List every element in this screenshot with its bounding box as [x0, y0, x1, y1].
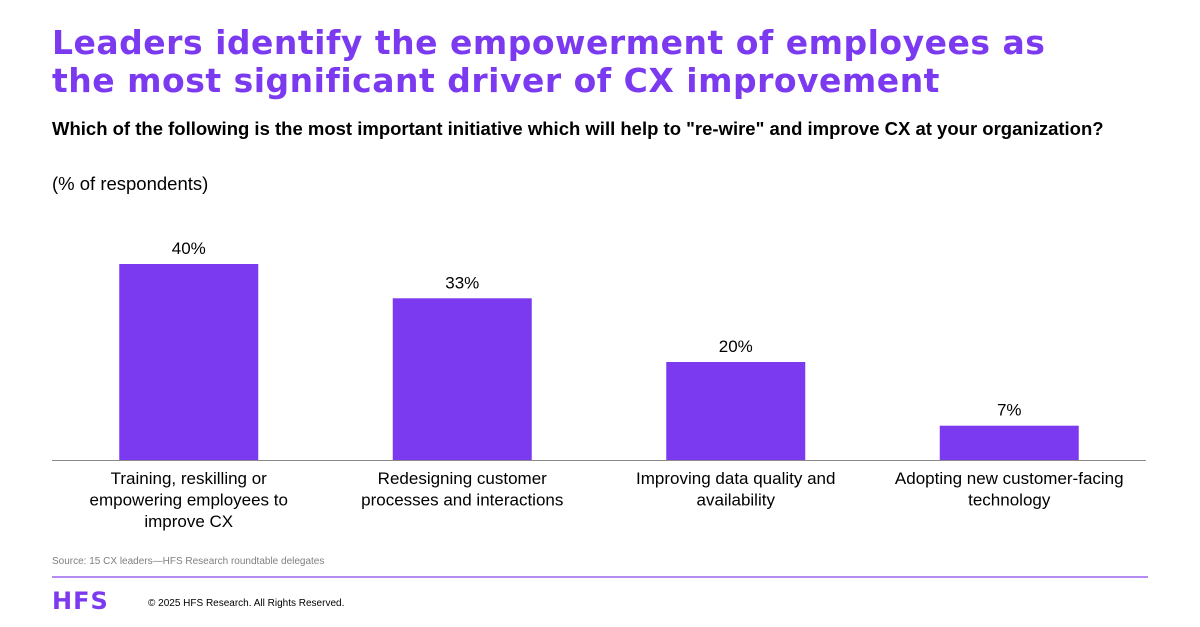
data-label-1: 40%	[172, 239, 206, 258]
bar-4	[939, 425, 1079, 460]
category-label-2: Redesigning customer processes and intera…	[361, 469, 563, 510]
data-label-4: 7%	[997, 401, 1022, 420]
source-note: Source: 15 CX leaders—HFS Research round…	[52, 556, 325, 567]
category-label-3: Improving data quality and availability	[636, 469, 835, 510]
data-label-3: 20%	[719, 337, 753, 356]
copyright-text: © 2025 HFS Research. All Rights Reserved…	[148, 598, 345, 609]
category-label-1: Training, reskilling or empowering employ…	[90, 469, 288, 531]
title-line-1: Leaders identify the empowerment of empl…	[52, 23, 1046, 62]
category-label-4: Adopting new customer-facing technology	[895, 469, 1124, 510]
bar-3	[666, 362, 806, 460]
data-label-2: 33%	[445, 273, 479, 292]
unit-note: (% of respondents)	[52, 173, 209, 194]
title-line-2: the most significant driver of CX improv…	[52, 61, 940, 100]
hfs-logo: HFS	[52, 587, 109, 615]
page-title: Leaders identify the empowerment of empl…	[52, 24, 1172, 100]
footer-divider	[52, 576, 1148, 578]
bar-2	[392, 298, 532, 460]
survey-question: Which of the following is the most impor…	[52, 118, 1104, 139]
bar-1	[119, 264, 259, 460]
